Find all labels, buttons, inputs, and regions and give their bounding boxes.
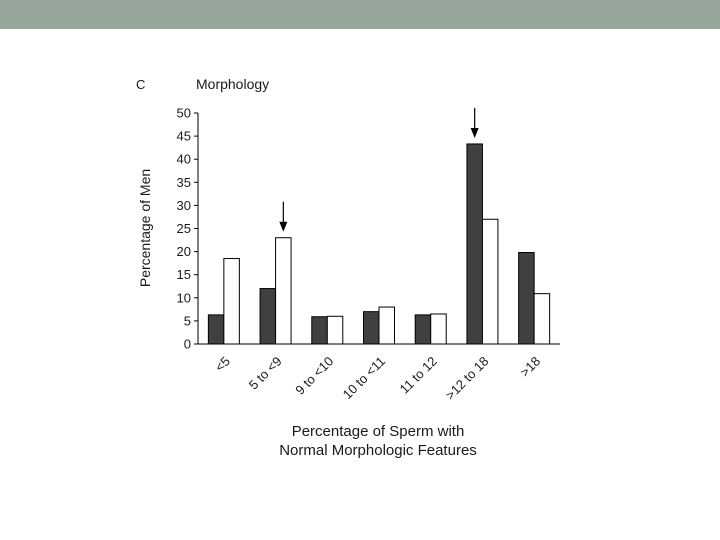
y-tick-label: 0	[184, 337, 191, 352]
y-tick-label: 50	[177, 106, 191, 121]
y-tick-label: 5	[184, 313, 191, 328]
bar-series1-0	[207, 314, 225, 345]
x-tick-label: 10 to <11	[340, 354, 389, 403]
bar-series1-6	[518, 252, 535, 345]
y-tick-label: 30	[177, 198, 191, 213]
bar-series2-4	[430, 313, 447, 345]
y-tick-label: 10	[177, 290, 191, 305]
y-tick-label: 45	[177, 129, 191, 144]
bar-series2-5	[481, 218, 499, 345]
x-tick-label: 11 to 12	[397, 354, 440, 397]
x-tick-label: <5	[212, 354, 233, 375]
bar-series2-2	[326, 315, 344, 345]
bar-series1-5	[466, 143, 483, 345]
bar-series1-3	[363, 311, 380, 345]
bars	[207, 143, 551, 345]
bar-series2-3	[378, 306, 395, 345]
y-tick-label: 15	[177, 267, 191, 282]
x-tick-label: >18	[517, 354, 543, 380]
arrow-head	[279, 221, 288, 232]
bar-series2-1	[275, 237, 292, 345]
arrows	[279, 107, 479, 232]
y-tick-label: 25	[177, 221, 191, 236]
x-tick-label: 9 to <10	[292, 354, 336, 398]
y-tick-label: 35	[177, 175, 191, 190]
x-tick-label: >12 to 18	[442, 354, 491, 403]
bar-series2-0	[223, 258, 240, 345]
x-tick-label: 5 to <9	[246, 354, 285, 393]
bar-series2-6	[533, 293, 551, 345]
bar-series1-4	[414, 314, 432, 345]
header-bar	[0, 0, 720, 29]
arrow-head	[470, 127, 479, 138]
x-axis-label-line-1: Percentage of Sperm with	[292, 423, 465, 440]
chart-title: Morphology	[196, 76, 269, 92]
bar-series1-1	[259, 288, 277, 345]
x-axis: <5 5 to <9 9 to <10 10 to <11 11 to 12 >12 to…	[198, 343, 560, 403]
y-axis-label: Percentage of Men	[137, 169, 153, 287]
y-tick-label: 20	[177, 244, 191, 259]
y-tick-label: 40	[177, 152, 191, 167]
panel-label: C	[136, 77, 145, 92]
bar-series1-2	[311, 316, 328, 345]
y-axis: 0 5 10 15 20 25 30 35 40 45 50	[177, 106, 199, 352]
x-axis-label-line-2: Normal Morphologic Features	[279, 442, 477, 459]
